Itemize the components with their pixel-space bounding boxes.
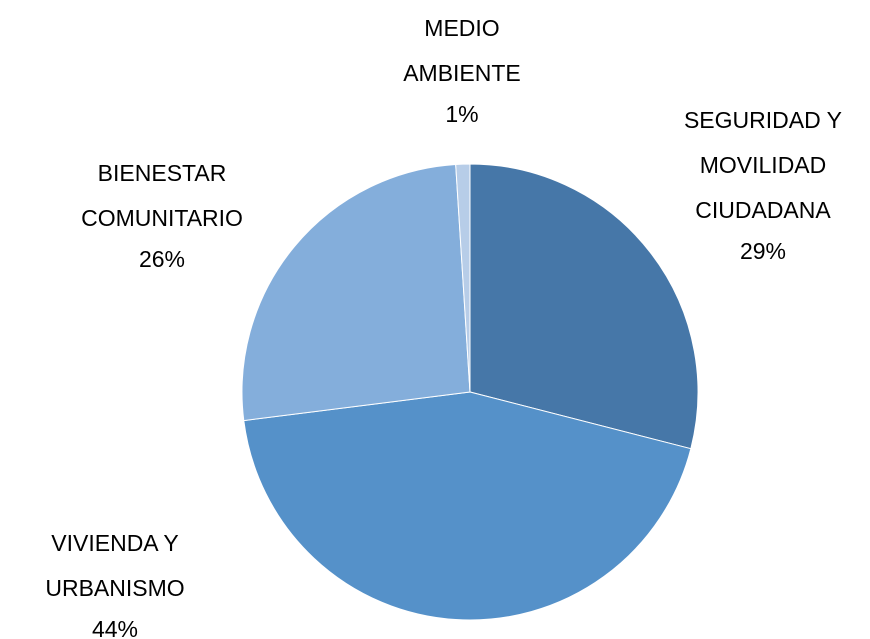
slice-label: MOVILIDAD	[700, 152, 827, 178]
slice-label: CIUDADANA	[695, 197, 831, 223]
slice-label: VIVIENDA Y	[51, 530, 178, 556]
pie-slice	[455, 163, 471, 393]
slice-label: URBANISMO	[45, 575, 184, 601]
slice-label: SEGURIDAD Y	[684, 107, 842, 133]
pie-slice	[241, 163, 471, 422]
slice-value-label: 1%	[445, 101, 478, 127]
pie-slice	[243, 391, 692, 621]
slice-label: BIENESTAR	[98, 160, 227, 186]
pie-slice	[469, 163, 699, 450]
slice-label: COMUNITARIO	[81, 205, 243, 231]
slice-label: MEDIO	[424, 15, 499, 41]
slice-value-label: 29%	[740, 238, 786, 264]
slice-label: AMBIENTE	[403, 60, 521, 86]
slice-value-label: 44%	[92, 616, 138, 639]
slice-value-label: 26%	[139, 246, 185, 272]
